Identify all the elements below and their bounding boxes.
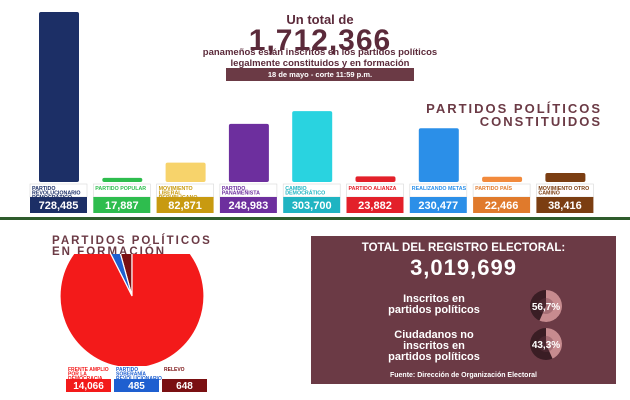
unregistered-label-line-3: partidos políticos xyxy=(388,351,480,363)
category-label: PARTIDO POPULAR xyxy=(95,186,146,192)
formation-title: PARTIDOS POLÍTICOS EN FORMACIÓN xyxy=(52,235,212,258)
category-label: PARTIDO ALIANZA xyxy=(349,186,397,192)
value-box xyxy=(156,197,214,213)
unregistered-label: Ciudadanos no inscritos en partidos polí… xyxy=(359,330,509,363)
value-label: 303,700 xyxy=(292,200,332,212)
category-label: PARTIDO PAÍS xyxy=(475,184,512,192)
donut-percent-label: 43,3% xyxy=(532,340,560,351)
value-label: 22,466 xyxy=(485,200,519,212)
value-box xyxy=(346,197,404,213)
value-box xyxy=(536,197,594,213)
pie-value-box xyxy=(162,379,207,392)
constituted-title-line-2: CONSTITUIDOS xyxy=(479,114,602,129)
bar-7 xyxy=(418,128,459,182)
headline-subtitle: panameños están inscritos en los partido… xyxy=(140,47,500,69)
value-label: 728,485 xyxy=(39,200,79,212)
registered-label-line-1: Inscritos en xyxy=(403,293,465,305)
formation-title-line-2: EN FORMACIÓN xyxy=(52,246,167,258)
registered-label: Inscritos en partidos políticos xyxy=(359,294,509,316)
electoral-registry-panel: TOTAL DEL REGISTRO ELECTORAL: 3,019,699 … xyxy=(311,236,616,384)
pie-value-label: 485 xyxy=(128,381,145,392)
value-box xyxy=(283,197,341,213)
category-label: CAMBIO DEMOCRÁTICO xyxy=(285,186,325,197)
bar-8 xyxy=(482,176,523,182)
donut-percent-label: 56,7% xyxy=(532,302,560,313)
subtitle-line-1: panameños están inscritos en los partido… xyxy=(202,47,438,58)
bar-9 xyxy=(545,173,586,182)
formation-title-line-1: PARTIDOS POLÍTICOS xyxy=(52,235,212,247)
constituted-parties-bar-chart: PARTIDOREVOLUCIONARIODEMOCRÁTICO728,485P… xyxy=(29,12,594,213)
value-box xyxy=(409,197,467,213)
pie-value-label: 648 xyxy=(176,381,193,392)
value-box xyxy=(219,197,277,213)
pie-slice-1 xyxy=(59,254,205,369)
registered-label-line-2: partidos políticos xyxy=(388,304,480,316)
headline-pretitle: Un total de xyxy=(286,12,354,27)
bar-2 xyxy=(102,177,143,182)
bar-5 xyxy=(292,111,333,182)
pie-category-label: RELEVO xyxy=(164,367,185,373)
registry-total: 3,019,699 xyxy=(410,255,517,280)
category-label: REALIZANDO METAS xyxy=(412,186,467,192)
bar-4 xyxy=(228,123,269,182)
unregistered-label-line-1: Ciudadanos no xyxy=(394,329,474,341)
value-box xyxy=(93,197,151,213)
section-divider xyxy=(0,217,630,220)
donut-hole xyxy=(538,336,554,352)
category-label: PARTIDO PANAMEÑISTA xyxy=(222,186,260,197)
constituted-title-line-1: PARTIDOS POLÍTICOS xyxy=(426,101,602,116)
source-note: Fuente: Dirección de Organización Electo… xyxy=(389,372,538,379)
unregistered-label-line-2: inscritos en xyxy=(403,340,465,352)
donut-fill xyxy=(539,290,562,322)
unregistered-donut: 43,3% xyxy=(530,328,562,360)
pie-value-label: 14,066 xyxy=(73,381,104,392)
value-label: 230,477 xyxy=(418,200,458,212)
value-label: 17,887 xyxy=(105,200,139,212)
value-label: 248,983 xyxy=(229,200,269,212)
constituted-title: PARTIDOS POLÍTICOS CONSTITUIDOS xyxy=(426,102,602,128)
value-label: 38,416 xyxy=(548,200,582,212)
value-label: 82,871 xyxy=(168,200,202,212)
pie-value-box xyxy=(66,379,111,392)
bar-1 xyxy=(39,12,79,182)
registry-title: TOTAL DEL REGISTRO ELECTORAL: xyxy=(361,242,566,254)
value-box xyxy=(30,197,87,213)
registered-donut: 56,7% xyxy=(530,290,562,322)
headline-total: 1,712,366 xyxy=(248,24,392,57)
value-box xyxy=(473,197,531,213)
date-badge: 18 de mayo - corte 11:59 p.m. xyxy=(226,68,414,81)
donut-hole xyxy=(538,298,554,314)
bar-6 xyxy=(355,176,396,182)
subtitle-line-2: legalmente constituidos y en formación xyxy=(230,58,410,69)
value-label: 23,882 xyxy=(358,200,392,212)
pie-value-box xyxy=(114,379,159,392)
category-label: MOVIMIENTO OTRO CAMINO xyxy=(538,186,589,197)
bar-3 xyxy=(165,162,206,182)
donut-fill xyxy=(546,328,562,359)
